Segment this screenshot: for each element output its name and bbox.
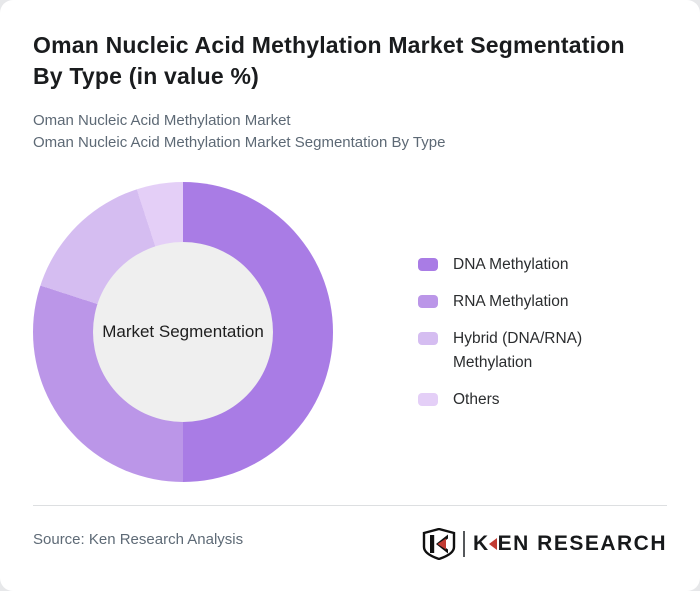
logo-text-rest: EN RESEARCH [497,532,667,555]
source-text: Source: Ken Research Analysis [33,531,244,548]
logo-divider [462,531,465,557]
legend-label: RNA Methylation [453,293,569,310]
logo-wordmark: K EN RESEARCH [473,532,667,556]
legend-item-2: RNA Methylation [418,290,623,314]
chart-subtitle: Oman Nucleic Acid Methylation Market Oma… [33,110,445,154]
legend-swatch [418,393,438,406]
legend-item-4: Others [418,388,623,412]
legend-label: Others [453,391,500,408]
legend-swatch [418,295,438,308]
chart-title: Oman Nucleic Acid Methylation Market Seg… [33,32,625,89]
subtitle-line-2: Oman Nucleic Acid Methylation Market Seg… [33,134,446,151]
legend-item-1: DNA Methylation [418,253,623,277]
footer-divider [33,505,667,506]
legend-swatch [418,332,438,345]
legend-label: DNA Methylation [453,256,569,273]
shield-k-icon [422,528,456,560]
legend-label: Hybrid (DNA/RNA) Methylation [453,330,583,371]
donut-chart: Market Segmentation [33,182,333,482]
legend: DNA Methylation RNA Methylation Hybrid (DN… [418,253,623,425]
red-triangle-icon [488,538,497,550]
legend-item-3: Hybrid (DNA/RNA) Methylation [418,327,623,375]
logo-letter-k: K [472,532,490,555]
legend-swatch [418,258,438,271]
donut-hole: Market Segmentation [93,242,273,422]
donut-center-label: Market Segmentation [102,322,264,341]
subtitle-line-1: Oman Nucleic Acid Methylation Market [33,112,291,129]
ken-research-logo: K EN RESEARCH [422,527,667,561]
